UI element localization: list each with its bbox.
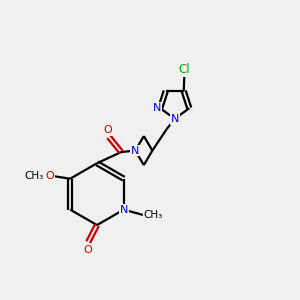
Text: N: N <box>153 103 161 113</box>
Text: CH₃: CH₃ <box>144 210 163 220</box>
Text: N: N <box>170 114 179 124</box>
Text: O: O <box>84 244 92 254</box>
Text: N: N <box>120 205 128 214</box>
Text: O: O <box>45 171 54 182</box>
Text: O: O <box>103 125 112 135</box>
Text: N: N <box>131 146 140 156</box>
Text: Cl: Cl <box>178 63 190 76</box>
Text: CH₃: CH₃ <box>24 171 43 182</box>
